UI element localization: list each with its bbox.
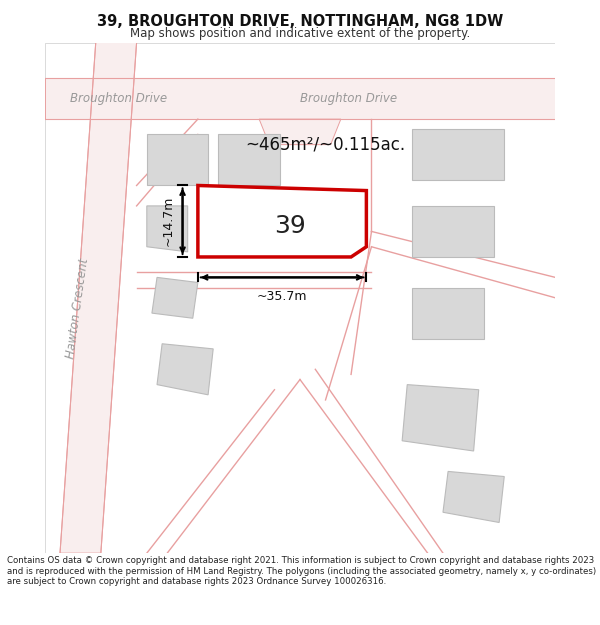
Polygon shape bbox=[218, 134, 280, 186]
Text: Broughton Drive: Broughton Drive bbox=[70, 92, 167, 105]
Polygon shape bbox=[412, 129, 504, 181]
Polygon shape bbox=[152, 278, 198, 318]
Polygon shape bbox=[402, 384, 479, 451]
Text: Broughton Drive: Broughton Drive bbox=[300, 92, 397, 105]
Text: 39, BROUGHTON DRIVE, NOTTINGHAM, NG8 1DW: 39, BROUGHTON DRIVE, NOTTINGHAM, NG8 1DW bbox=[97, 14, 503, 29]
Polygon shape bbox=[412, 206, 494, 257]
Text: Contains OS data © Crown copyright and database right 2021. This information is : Contains OS data © Crown copyright and d… bbox=[7, 556, 596, 586]
Polygon shape bbox=[157, 344, 213, 395]
Polygon shape bbox=[44, 78, 556, 119]
Text: 39: 39 bbox=[274, 214, 305, 238]
Polygon shape bbox=[147, 206, 188, 252]
Polygon shape bbox=[60, 42, 137, 553]
Polygon shape bbox=[147, 134, 208, 186]
Polygon shape bbox=[198, 186, 367, 257]
Text: Hawton Crescent: Hawton Crescent bbox=[64, 257, 91, 359]
Text: ~14.7m: ~14.7m bbox=[162, 196, 175, 246]
Text: ~35.7m: ~35.7m bbox=[257, 290, 307, 303]
Text: ~465m²/~0.115ac.: ~465m²/~0.115ac. bbox=[245, 136, 406, 154]
Polygon shape bbox=[259, 119, 341, 144]
Polygon shape bbox=[412, 288, 484, 339]
Polygon shape bbox=[443, 471, 504, 522]
Text: Map shows position and indicative extent of the property.: Map shows position and indicative extent… bbox=[130, 27, 470, 40]
